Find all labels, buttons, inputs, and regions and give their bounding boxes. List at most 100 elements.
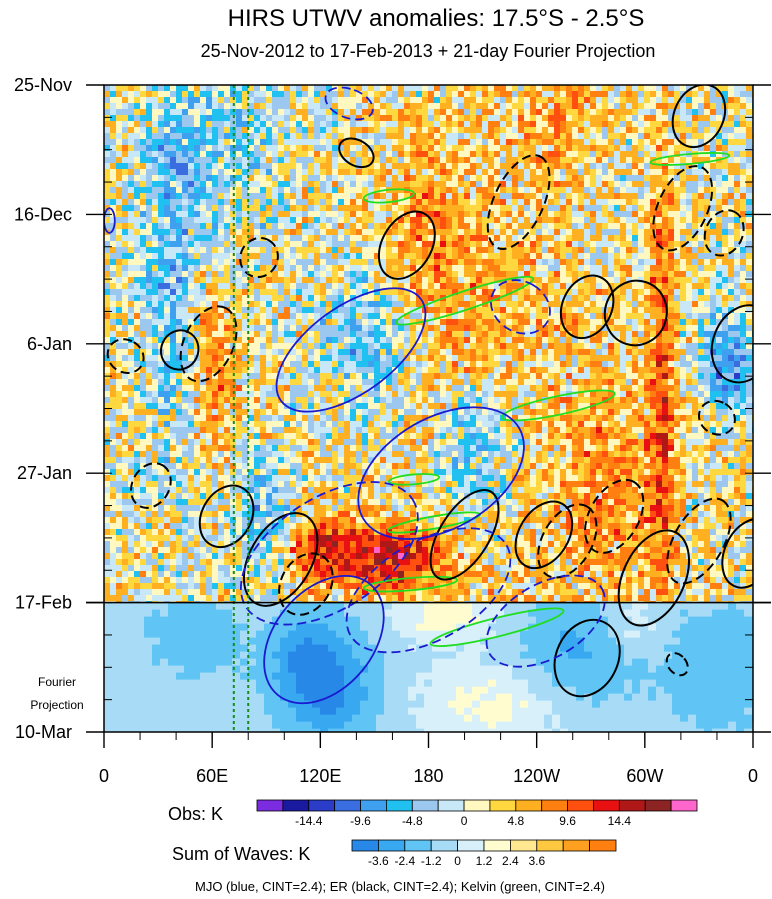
obs-cell bbox=[236, 349, 243, 356]
obs-cell bbox=[392, 211, 399, 218]
obs-cell bbox=[260, 595, 267, 602]
obs-cell bbox=[272, 223, 279, 230]
obs-cell bbox=[116, 145, 123, 152]
obs-cell bbox=[278, 379, 285, 386]
obs-cell bbox=[164, 295, 171, 302]
obs-cell bbox=[116, 565, 123, 572]
obs-cell bbox=[170, 229, 177, 236]
obs-cell bbox=[374, 127, 381, 134]
obs-cell bbox=[320, 211, 327, 218]
obs-cell bbox=[254, 565, 261, 572]
obs-cell bbox=[200, 355, 207, 362]
obs-cell bbox=[212, 571, 219, 578]
obs-cell bbox=[368, 517, 375, 524]
obs-cell bbox=[332, 169, 339, 176]
obs-cell bbox=[284, 319, 291, 326]
obs-cell bbox=[302, 163, 309, 170]
obs-cell bbox=[242, 241, 249, 248]
obs-cell bbox=[146, 487, 153, 494]
obs-cell bbox=[248, 289, 255, 296]
obs-cell bbox=[362, 199, 369, 206]
obs-cell bbox=[278, 169, 285, 176]
obs-cell bbox=[218, 397, 225, 404]
obs-cell bbox=[242, 463, 249, 470]
obs-cell bbox=[200, 127, 207, 134]
obs-cell bbox=[314, 295, 321, 302]
obs-cell bbox=[350, 487, 357, 494]
obs-cell bbox=[128, 571, 135, 578]
obs-cell bbox=[128, 145, 135, 152]
obs-cell bbox=[254, 283, 261, 290]
obs-cell bbox=[218, 301, 225, 308]
obs-cell bbox=[410, 97, 417, 104]
obs-cell bbox=[134, 571, 141, 578]
obs-cell bbox=[368, 559, 375, 566]
obs-cell bbox=[332, 361, 339, 368]
obs-cell bbox=[428, 391, 435, 398]
obs-cell bbox=[164, 499, 171, 506]
obs-cell bbox=[260, 163, 267, 170]
obs-cell bbox=[164, 181, 171, 188]
obs-cell bbox=[422, 277, 429, 284]
obs-cell bbox=[386, 337, 393, 344]
obs-cell bbox=[374, 151, 381, 158]
obs-cell bbox=[308, 469, 315, 476]
obs-cell bbox=[320, 463, 327, 470]
obs-cell bbox=[434, 355, 441, 362]
obs-cell bbox=[320, 295, 327, 302]
obs-cell bbox=[422, 487, 429, 494]
obs-cell bbox=[332, 91, 339, 98]
obs-cell bbox=[140, 529, 147, 536]
obs-cell bbox=[140, 181, 147, 188]
obs-cell bbox=[128, 457, 135, 464]
obs-cell bbox=[392, 421, 399, 428]
obs-cell bbox=[398, 589, 405, 596]
obs-cell bbox=[368, 373, 375, 380]
obs-cell bbox=[434, 331, 441, 338]
obs-cell bbox=[146, 127, 153, 134]
obs-cell bbox=[158, 523, 165, 530]
obs-cell bbox=[314, 445, 321, 452]
obs-cell bbox=[152, 301, 159, 308]
obs-cell bbox=[110, 103, 117, 110]
obs-cell bbox=[434, 229, 441, 236]
obs-cell bbox=[152, 481, 159, 488]
obs-cell bbox=[224, 589, 231, 596]
obs-cell bbox=[230, 265, 237, 272]
obs-cell bbox=[266, 301, 273, 308]
obs-cell bbox=[266, 553, 273, 560]
obs-cell bbox=[416, 355, 423, 362]
obs-cell bbox=[350, 127, 357, 134]
obs-cell bbox=[182, 535, 189, 542]
obs-cell bbox=[404, 97, 411, 104]
obs-cell bbox=[392, 157, 399, 164]
obs-cell bbox=[446, 241, 453, 248]
obs-cell bbox=[368, 229, 375, 236]
obs-cell bbox=[416, 235, 423, 242]
obs-cell bbox=[386, 427, 393, 434]
obs-cell bbox=[422, 349, 429, 356]
obs-cell bbox=[188, 469, 195, 476]
obs-cell bbox=[386, 475, 393, 482]
obs-cell bbox=[110, 91, 117, 98]
obs-cell bbox=[272, 259, 279, 266]
obs-cell bbox=[110, 187, 117, 194]
obs-cell bbox=[392, 199, 399, 206]
obs-cell bbox=[272, 355, 279, 362]
obs-cell bbox=[368, 85, 375, 92]
obs-cell bbox=[398, 541, 405, 548]
obs-cell bbox=[272, 499, 279, 506]
obs-cell bbox=[308, 235, 315, 242]
obs-cell bbox=[200, 133, 207, 140]
obs-cell bbox=[314, 523, 321, 530]
obs-cell bbox=[224, 109, 231, 116]
obs-cell bbox=[362, 91, 369, 98]
obs-cell bbox=[104, 421, 111, 428]
obs-cell bbox=[314, 85, 321, 92]
obs-cell bbox=[134, 547, 141, 554]
obs-cell bbox=[416, 313, 423, 320]
obs-cell bbox=[230, 481, 237, 488]
obs-cell bbox=[326, 547, 333, 554]
obs-cell bbox=[290, 565, 297, 572]
obs-cell bbox=[152, 367, 159, 374]
